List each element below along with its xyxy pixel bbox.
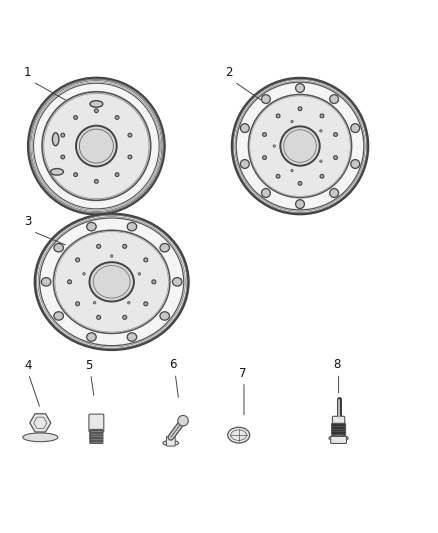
Circle shape [320,114,324,118]
Text: 5: 5 [85,359,93,373]
Circle shape [291,169,293,172]
Polygon shape [30,414,51,432]
Ellipse shape [35,214,188,350]
Circle shape [123,244,127,248]
Ellipse shape [50,168,64,175]
Circle shape [95,180,98,183]
Ellipse shape [53,133,59,146]
Ellipse shape [160,244,170,252]
Ellipse shape [240,124,249,133]
Circle shape [152,280,156,284]
Text: 7: 7 [239,367,246,380]
FancyBboxPatch shape [332,423,346,435]
Ellipse shape [261,189,270,197]
Ellipse shape [296,200,304,208]
Ellipse shape [53,230,170,334]
Ellipse shape [280,126,320,166]
Text: 2: 2 [226,66,233,79]
Circle shape [291,120,293,123]
Ellipse shape [329,435,348,441]
Ellipse shape [42,92,151,200]
Circle shape [263,156,266,159]
Ellipse shape [87,333,96,341]
Ellipse shape [90,101,103,107]
Circle shape [127,301,130,304]
Circle shape [334,133,337,136]
Ellipse shape [76,126,117,166]
FancyBboxPatch shape [166,437,175,446]
Text: 1: 1 [24,66,32,79]
Circle shape [61,155,65,159]
Circle shape [276,114,280,118]
Circle shape [320,174,324,178]
Ellipse shape [228,427,250,443]
Ellipse shape [240,159,249,168]
Circle shape [93,301,96,304]
Circle shape [74,173,78,176]
Circle shape [74,116,78,119]
Ellipse shape [54,312,64,320]
Text: 8: 8 [333,358,340,371]
Ellipse shape [23,433,58,442]
Ellipse shape [87,222,96,231]
Circle shape [67,280,71,284]
Ellipse shape [178,415,188,426]
Circle shape [97,244,101,248]
FancyBboxPatch shape [90,430,103,443]
Ellipse shape [28,78,164,214]
Circle shape [123,316,127,319]
Circle shape [144,258,148,262]
Circle shape [61,133,65,137]
Circle shape [263,133,266,136]
Circle shape [334,156,337,159]
Circle shape [298,107,302,111]
Ellipse shape [173,278,182,286]
Ellipse shape [42,278,51,286]
Circle shape [128,133,132,137]
Circle shape [144,302,148,306]
Circle shape [273,145,276,147]
Text: 4: 4 [24,359,32,373]
Circle shape [298,182,302,185]
Ellipse shape [232,78,368,214]
Ellipse shape [54,244,64,252]
Ellipse shape [127,222,137,231]
Ellipse shape [261,95,270,103]
FancyBboxPatch shape [331,437,346,443]
Ellipse shape [127,333,137,341]
Circle shape [115,173,119,176]
Circle shape [110,255,113,257]
Ellipse shape [351,159,360,168]
Circle shape [76,258,80,262]
Circle shape [83,272,85,275]
Text: 6: 6 [169,358,176,371]
Circle shape [128,155,132,159]
Ellipse shape [351,124,360,133]
Circle shape [115,116,119,119]
Circle shape [138,272,141,275]
Circle shape [320,160,322,163]
Ellipse shape [248,94,352,198]
Ellipse shape [330,189,339,197]
FancyBboxPatch shape [89,414,104,432]
Circle shape [97,316,101,319]
Circle shape [95,109,98,112]
Circle shape [76,302,80,306]
Ellipse shape [163,440,179,446]
Ellipse shape [296,84,304,92]
Text: 3: 3 [24,215,32,228]
Ellipse shape [330,95,339,103]
Circle shape [320,130,322,132]
Circle shape [276,174,280,178]
FancyBboxPatch shape [332,416,345,426]
Ellipse shape [89,262,134,302]
Ellipse shape [160,312,170,320]
